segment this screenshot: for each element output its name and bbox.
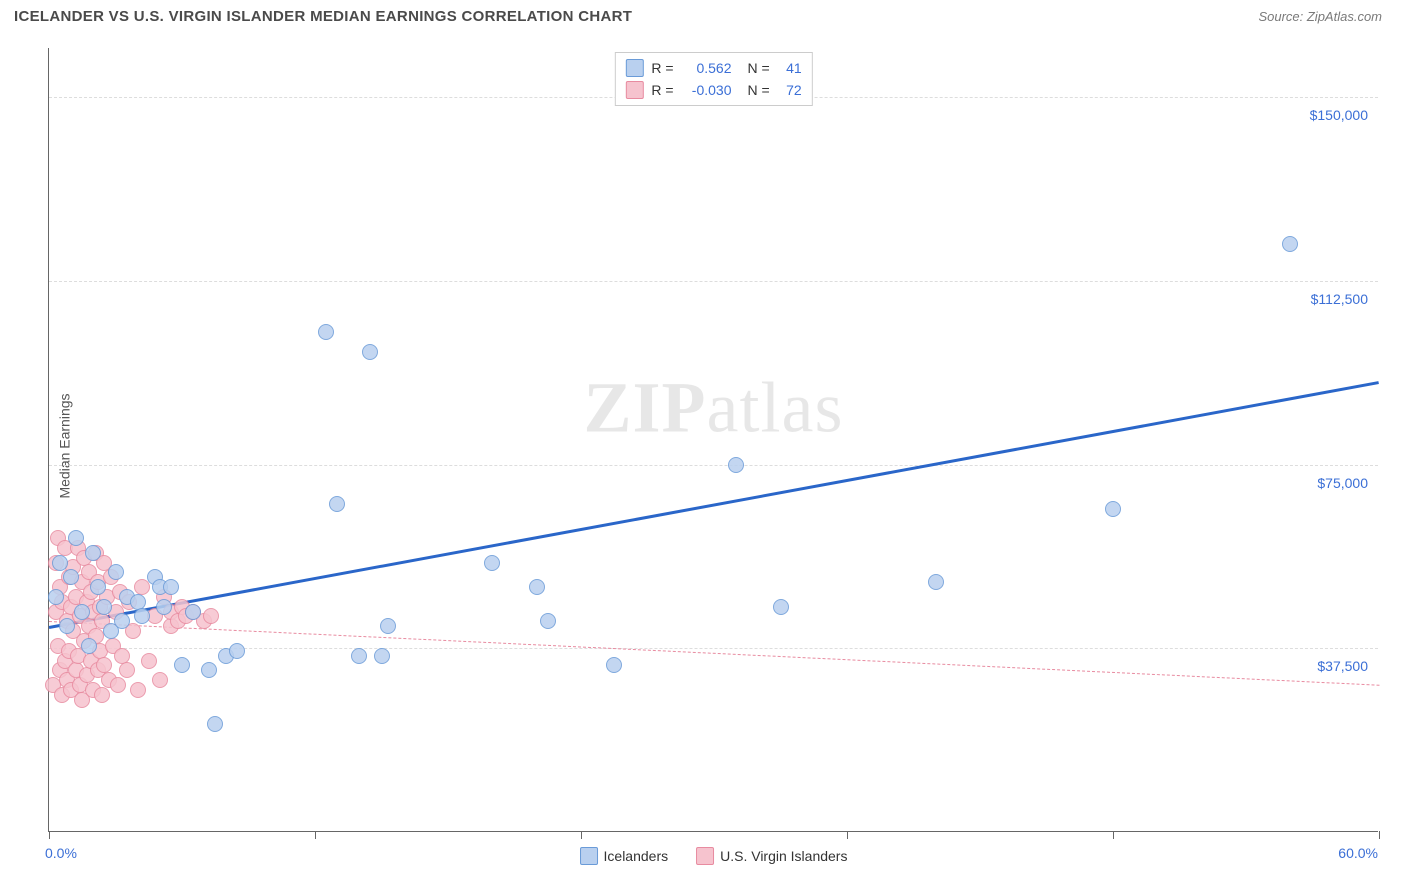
legend-row: R =-0.030 N =72 xyxy=(625,79,801,101)
data-point xyxy=(94,687,110,703)
data-point xyxy=(134,608,150,624)
data-point xyxy=(85,545,101,561)
x-tick xyxy=(49,831,50,839)
data-point xyxy=(59,618,75,634)
data-point xyxy=(362,344,378,360)
data-point xyxy=(380,618,396,634)
legend-item: Icelanders xyxy=(580,847,669,865)
r-value: -0.030 xyxy=(682,82,732,98)
data-point xyxy=(351,648,367,664)
data-point xyxy=(114,613,130,629)
trend-line-u-s-virgin-islanders xyxy=(49,621,1379,686)
data-point xyxy=(773,599,789,615)
y-tick-label: $112,500 xyxy=(1311,291,1368,307)
legend-item: U.S. Virgin Islanders xyxy=(696,847,847,865)
legend-swatch xyxy=(625,81,643,99)
data-point xyxy=(329,496,345,512)
data-point xyxy=(201,662,217,678)
data-point xyxy=(81,638,97,654)
data-point xyxy=(96,657,112,673)
legend-swatch xyxy=(625,59,643,77)
chart-title: ICELANDER VS U.S. VIRGIN ISLANDER MEDIAN… xyxy=(14,8,632,25)
x-tick xyxy=(1379,831,1380,839)
data-point xyxy=(728,457,744,473)
data-point xyxy=(74,604,90,620)
trend-line-icelanders xyxy=(49,381,1380,629)
data-point xyxy=(130,682,146,698)
legend-label: Icelanders xyxy=(604,848,669,864)
n-value: 72 xyxy=(778,82,802,98)
grid-line xyxy=(49,648,1378,649)
data-point xyxy=(63,569,79,585)
x-tick xyxy=(847,831,848,839)
data-point xyxy=(90,579,106,595)
data-point xyxy=(1282,236,1298,252)
x-tick xyxy=(1113,831,1114,839)
legend-swatch xyxy=(696,847,714,865)
data-point xyxy=(141,653,157,669)
watermark: ZIPatlas xyxy=(584,367,844,450)
legend-swatch xyxy=(580,847,598,865)
legend-label: U.S. Virgin Islanders xyxy=(720,848,847,864)
data-point xyxy=(96,599,112,615)
data-point xyxy=(203,608,219,624)
data-point xyxy=(529,579,545,595)
data-point xyxy=(484,555,500,571)
data-point xyxy=(174,657,190,673)
data-point xyxy=(130,594,146,610)
x-min-label: 0.0% xyxy=(45,845,77,861)
x-max-label: 60.0% xyxy=(1338,845,1378,861)
legend-row: R =0.562 N =41 xyxy=(625,57,801,79)
x-tick xyxy=(315,831,316,839)
grid-line xyxy=(49,281,1378,282)
data-point xyxy=(928,574,944,590)
correlation-legend: R =0.562 N =41R =-0.030 N =72 xyxy=(614,52,812,106)
data-point xyxy=(108,564,124,580)
data-point xyxy=(229,643,245,659)
data-point xyxy=(606,657,622,673)
data-point xyxy=(318,324,334,340)
r-value: 0.562 xyxy=(682,60,732,76)
data-point xyxy=(68,530,84,546)
data-point xyxy=(540,613,556,629)
y-tick-label: $75,000 xyxy=(1317,475,1368,491)
data-point xyxy=(1105,501,1121,517)
x-tick xyxy=(581,831,582,839)
chart-plot-area: ZIPatlas $37,500 $75,000 $112,500 $150,000 0… xyxy=(48,48,1378,832)
y-tick-label: $37,500 xyxy=(1317,658,1368,674)
data-point xyxy=(207,716,223,732)
data-point xyxy=(52,555,68,571)
data-point xyxy=(114,648,130,664)
source-attribution: Source: ZipAtlas.com xyxy=(1258,9,1382,24)
data-point xyxy=(48,589,64,605)
y-tick-label: $150,000 xyxy=(1310,107,1368,123)
series-legend: Icelanders U.S. Virgin Islanders xyxy=(580,847,848,865)
data-point xyxy=(152,672,168,688)
data-point xyxy=(156,599,172,615)
data-point xyxy=(110,677,126,693)
data-point xyxy=(185,604,201,620)
data-point xyxy=(163,579,179,595)
data-point xyxy=(119,662,135,678)
grid-line xyxy=(49,465,1378,466)
n-value: 41 xyxy=(778,60,802,76)
data-point xyxy=(374,648,390,664)
